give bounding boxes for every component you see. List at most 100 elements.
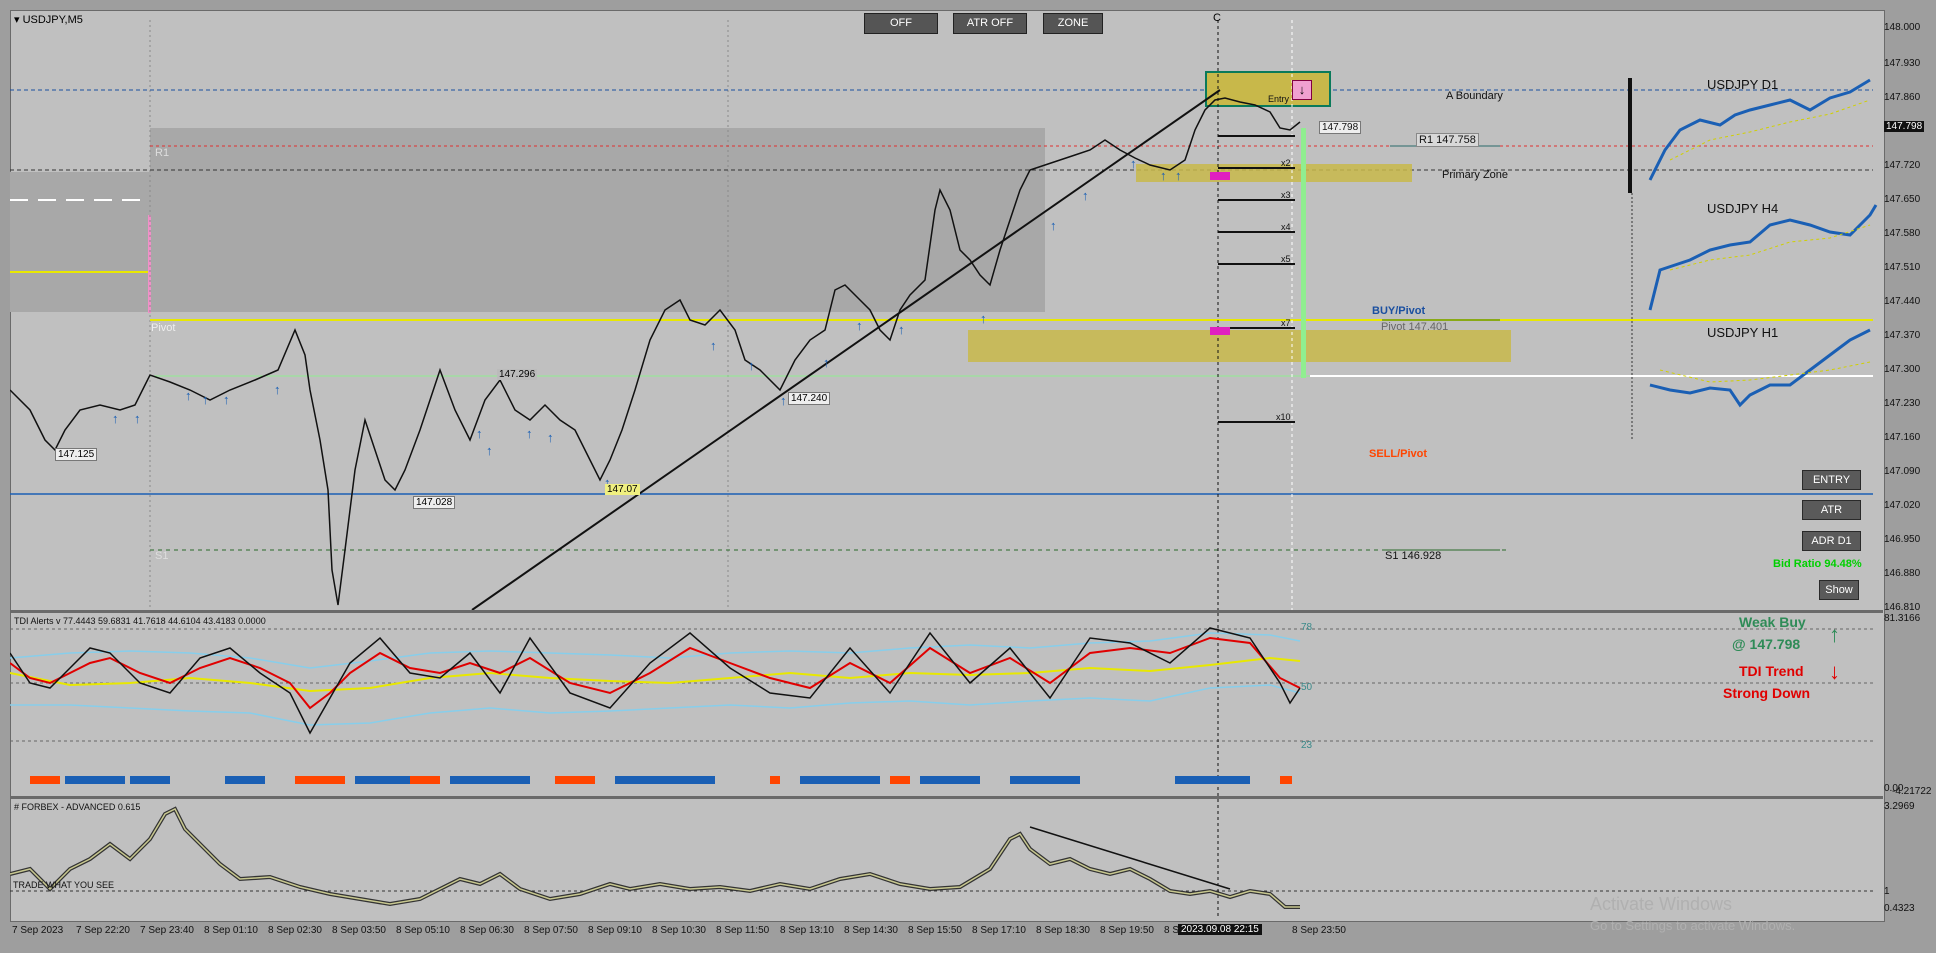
entry-button[interactable]: ENTRY <box>1802 470 1861 490</box>
price-axis-tick: 147.860 <box>1884 92 1921 103</box>
svg-text:↑: ↑ <box>780 393 787 408</box>
svg-text:↑: ↑ <box>823 355 830 370</box>
price-chart[interactable]: ↑ ↑ ↑ ↑ ↑↑ ↑↑ ↑ ↑ ↑↑ ↑↑ ↑↑ ↑↑ ↑↑ ↑↑ ↑ <box>10 10 1883 610</box>
buy-zone <box>968 330 1511 362</box>
tdi-level-23: 23 <box>1301 740 1313 751</box>
price-axis-tick: 147.230 <box>1884 398 1921 409</box>
time-axis-tick: 8 Sep 15:50 <box>908 925 962 936</box>
activate-windows-subtitle: Go to Settings to activate Windows. <box>1590 918 1796 933</box>
time-axis-tick: 7 Sep 23:40 <box>140 925 194 936</box>
svg-text:↑: ↑ <box>748 358 755 373</box>
svg-text:↑: ↑ <box>486 443 493 458</box>
mini-chart-h4-title: USDJPY H4 <box>1707 201 1779 216</box>
price-axis-tick: 147.580 <box>1884 228 1921 239</box>
sell-arrow-icon[interactable]: ↓ <box>1292 80 1312 100</box>
price-axis-tick: 147.720 <box>1884 160 1921 171</box>
multiplier-x10: x10 <box>1276 412 1291 422</box>
price-tag: 147.07 <box>605 484 640 495</box>
svg-text:↑: ↑ <box>526 426 533 441</box>
mini-h4 <box>1648 204 1878 311</box>
svg-text:↑: ↑ <box>856 318 863 333</box>
time-axis-tick: 8 Sep 10:30 <box>652 925 706 936</box>
svg-text:↑: ↑ <box>134 411 141 426</box>
trend-line2: Strong Down <box>1723 685 1811 701</box>
price-tag: 147.296 <box>497 369 538 380</box>
multiplier-x5: x5 <box>1281 254 1291 264</box>
time-axis-tick: 8 Sep 02:30 <box>268 925 322 936</box>
r1-label: R1 147.758 <box>1416 133 1479 147</box>
svg-text:↑: ↑ <box>476 426 483 441</box>
tdi-pane[interactable] <box>10 613 1883 796</box>
entry-tag: Entry <box>1268 94 1290 104</box>
forbex-axis-tick: 0.4323 <box>1884 903 1915 914</box>
pivot-value-label: Pivot 147.401 <box>1381 321 1449 333</box>
tdi-axis-tick: -4.21722 <box>1892 786 1932 797</box>
forbex-axis-tick: 1 <box>1884 886 1890 897</box>
time-axis-tick: 8 Sep 01:10 <box>204 925 258 936</box>
multiplier-x3: x3 <box>1281 190 1291 200</box>
tdi-label: TDI Alerts v 77.4443 59.6831 41.7618 44.… <box>14 616 266 626</box>
price-tag: 147.028 <box>413 496 456 509</box>
dropdown-icon[interactable]: ▾ <box>14 14 23 26</box>
bid-ratio-label: Bid Ratio 94.48% <box>1773 558 1862 570</box>
tdi-level-78: 78 <box>1301 622 1313 633</box>
price-tag: 147.125 <box>55 448 98 461</box>
svg-text:↑: ↑ <box>710 338 717 353</box>
zone-button[interactable]: ZONE <box>1043 13 1103 34</box>
mini-chart-d1-title: USDJPY D1 <box>1707 77 1779 92</box>
time-axis-tick: 8 Sep 03:50 <box>332 925 386 936</box>
price-axis-current: 147.798 <box>1884 121 1925 132</box>
svg-text:↑: ↑ <box>1050 218 1057 233</box>
price-axis-tick: 148.000 <box>1884 22 1921 33</box>
price-axis-tick: 147.020 <box>1884 500 1921 511</box>
pane-separator[interactable] <box>10 796 1883 799</box>
s1-label: S1 146.928 <box>1385 550 1442 562</box>
svg-text:↑: ↑ <box>185 388 192 403</box>
price-axis-tick: 147.090 <box>1884 466 1921 477</box>
price-axis-tick: 147.370 <box>1884 330 1921 341</box>
off-button[interactable]: OFF <box>864 13 938 34</box>
svg-text:↑: ↑ <box>604 475 611 490</box>
price-axis-tick: 147.650 <box>1884 194 1921 205</box>
svg-text:↑: ↑ <box>547 430 554 445</box>
forbex-label: # FORBEX - ADVANCED 0.615 <box>14 802 141 812</box>
primary-zone <box>1136 164 1412 182</box>
tdi-axis-tick: 81.3166 <box>1884 613 1921 624</box>
time-axis-tick: 8 Sep 14:30 <box>844 925 898 936</box>
time-axis-tick: 8 Sep 19:50 <box>1100 925 1154 936</box>
r1-main-label: R1 <box>155 147 170 159</box>
tdi-level-50: 50 <box>1301 682 1313 693</box>
time-axis-tick: 8 Sep 07:50 <box>524 925 578 936</box>
adr-d1-button[interactable]: ADR D1 <box>1802 531 1861 551</box>
forbex-sub-label: TRADE WHAT YOU SEE <box>13 880 115 890</box>
up-arrow-icon: ↑ <box>1829 622 1840 647</box>
time-axis-tick: 8 Sep 17:10 <box>972 925 1026 936</box>
price-axis-tick: 146.880 <box>1884 568 1921 579</box>
down-arrow-icon: ↓ <box>1829 659 1840 684</box>
forbex-axis-tick: 3.2969 <box>1884 801 1915 812</box>
svg-text:↑: ↑ <box>112 411 119 426</box>
price-axis-tick: 146.810 <box>1884 602 1921 613</box>
svg-text:↑: ↑ <box>1082 188 1089 203</box>
atr-button[interactable]: ATR <box>1802 500 1861 520</box>
price-axis-tick: 147.160 <box>1884 432 1921 443</box>
price-axis-tick: 147.510 <box>1884 262 1921 273</box>
forbex-pane[interactable] <box>10 799 1883 919</box>
mini-chart-h1-title: USDJPY H1 <box>1707 325 1779 340</box>
mini-d1 <box>1648 78 1871 181</box>
price-candles <box>10 97 1301 606</box>
pane-separator[interactable] <box>10 610 1883 613</box>
show-button[interactable]: Show <box>1819 580 1859 600</box>
time-axis-tick: 8 Sep 18:30 <box>1036 925 1090 936</box>
tdi-signal-bars <box>30 776 1292 784</box>
svg-text:↑: ↑ <box>202 392 209 407</box>
atr-off-button[interactable]: ATR OFF <box>953 13 1027 34</box>
time-axis-tick: 8 S <box>1164 925 1180 936</box>
time-axis-tick: 8 Sep 06:30 <box>460 925 514 936</box>
activate-windows-title: Activate Windows <box>1590 894 1733 914</box>
svg-text:↑: ↑ <box>1130 156 1137 171</box>
price-axis-tick: 147.440 <box>1884 296 1921 307</box>
svg-text:↑: ↑ <box>980 311 987 326</box>
symbol-title[interactable]: ▾ USDJPY,M5 <box>14 14 83 26</box>
buy-arrows: ↑ ↑ ↑ ↑ ↑↑ ↑↑ ↑ ↑ ↑↑ ↑↑ ↑↑ ↑↑ ↑↑ ↑↑ ↑ <box>112 156 1182 490</box>
